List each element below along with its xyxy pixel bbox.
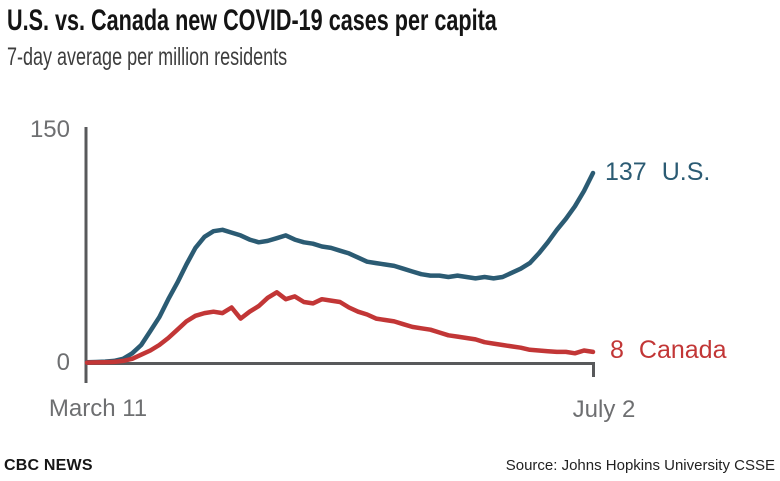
us-series-name: U.S.: [661, 158, 711, 186]
canada-end-label: 8 Canada: [610, 337, 726, 363]
x-axis-line: [84, 362, 595, 377]
x-axis-label-end: July 2: [572, 396, 636, 423]
us-end-label: 137 U.S.: [605, 159, 710, 185]
page-subtitle: 7-day average per million residents: [7, 42, 396, 72]
us-series-line: [84, 170, 596, 365]
canada-series-line: [84, 290, 596, 365]
y-axis-tick-150: 150: [29, 116, 70, 143]
page-subtitle-text: 7-day average per million residents: [7, 43, 288, 71]
page-title-text: U.S. vs. Canada new COVID-19 cases per c…: [7, 4, 497, 37]
page-title: U.S. vs. Canada new COVID-19 cases per c…: [7, 2, 687, 40]
canada-series-name: Canada: [638, 336, 727, 364]
source-label: Source: Johns Hopkins University CSSE: [505, 457, 775, 474]
canada-end-value: 8: [610, 336, 624, 364]
x-axis-label-start: March 11: [48, 395, 148, 422]
us-end-value: 137: [605, 158, 647, 186]
brand-label: CBC NEWS: [4, 457, 93, 474]
y-axis-tick-0: 0: [56, 349, 70, 376]
